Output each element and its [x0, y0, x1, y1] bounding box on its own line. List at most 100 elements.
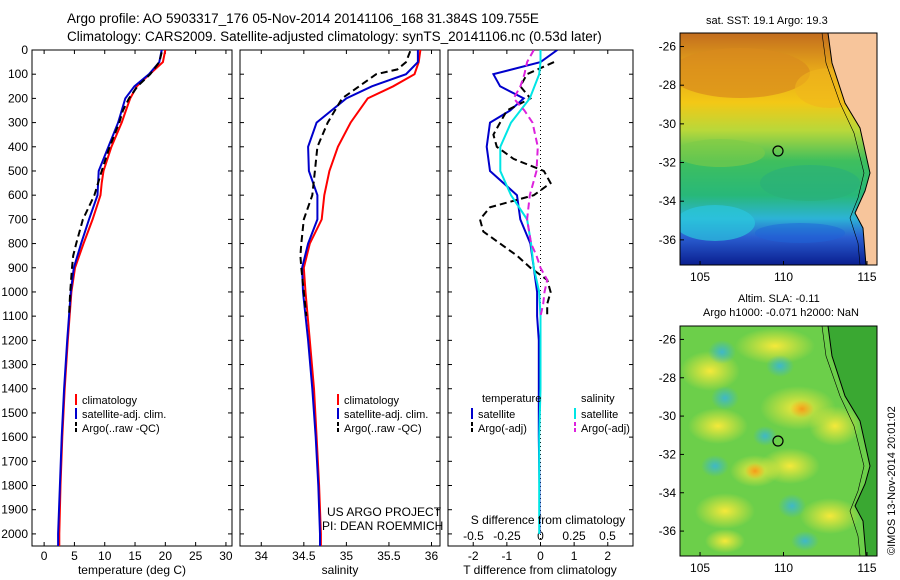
- salinity-axis-label: salinity: [322, 563, 359, 577]
- salinity-line-0: [302, 50, 422, 546]
- temperature-legend-label: climatology: [82, 395, 138, 407]
- diff-legend-label: satellite: [581, 409, 618, 421]
- imos-stamp: ©IMOS 13-Nov-2014 20:01:02: [886, 406, 898, 555]
- temperature-panel: [31, 49, 233, 547]
- temperature-tick-label: 25: [189, 549, 203, 563]
- depth-tick-label: 800: [8, 237, 28, 251]
- depth-tick-label: 1600: [1, 430, 28, 444]
- temperature-line-0: [58, 50, 167, 546]
- diff-legend-label: Argo(-adj): [581, 423, 630, 435]
- depth-tick-label: 0: [21, 43, 28, 57]
- t-diff-tick-label: -1: [502, 549, 513, 563]
- s-diff-satellite-line: [499, 50, 542, 534]
- diff-legend-label: Argo(-adj): [478, 423, 527, 435]
- depth-tick-label: 700: [8, 212, 28, 226]
- t-diff-satellite-line: [485, 50, 558, 534]
- latitude-tick-label: -30: [659, 409, 677, 423]
- depth-tick-label: 500: [8, 164, 28, 178]
- s-diff-axis-label: S difference from climatology: [471, 513, 626, 527]
- sla-map-title1: Altim. SLA: -0.11: [738, 293, 820, 305]
- salinity-line-1: [301, 50, 419, 546]
- longitude-tick-label: 105: [690, 270, 710, 284]
- s-diff-tick-label: 0.5: [599, 529, 616, 543]
- chart-title-line2: Climatology: CARS2009. Satellite-adjuste…: [67, 29, 602, 44]
- curves-layer: [57, 50, 558, 546]
- depth-tick-label: 900: [8, 261, 28, 275]
- temperature-tick-label: 0: [41, 549, 48, 563]
- depth-tick-label: 400: [8, 140, 28, 154]
- pi-credit: PI: DEAN ROEMMICH: [322, 519, 443, 533]
- depth-tick-label: 1900: [1, 503, 28, 517]
- salinity-tick-label: 34: [255, 549, 269, 563]
- legends-layer: climatology satellite-adj. clim. Argo(..ra…: [75, 393, 630, 435]
- s-diff-tick-label: 0.25: [562, 529, 586, 543]
- longitude-tick-label: 110: [774, 561, 793, 575]
- sla-map: Altim. SLA: -0.11 Argo h1000: -0.071 h20…: [659, 293, 898, 575]
- latitude-tick-label: -30: [659, 117, 677, 131]
- t-diff-tick-label: 2: [604, 549, 611, 563]
- depth-tick-label: 1100: [2, 309, 28, 323]
- latitude-tick-label: -36: [659, 233, 677, 247]
- t-diff-tick-label: 0: [537, 549, 544, 563]
- temperature-tick-label: 30: [219, 549, 233, 563]
- depth-tick-label: 1200: [1, 333, 28, 347]
- latitude-tick-label: -28: [659, 78, 677, 92]
- depth-tick-label: 2000: [1, 527, 28, 541]
- salinity-tick-label: 36: [425, 549, 439, 563]
- depth-tick-label: 1400: [1, 382, 28, 396]
- salinity-panel: [239, 49, 441, 547]
- temperature-legend-label: Argo(..raw -QC): [82, 423, 160, 435]
- sst-map-title: sat. SST: 19.1 Argo: 19.3: [706, 15, 828, 27]
- latitude-tick-label: -34: [659, 194, 677, 208]
- depth-tick-label: 1000: [1, 285, 28, 299]
- depth-tick-label: 200: [8, 91, 28, 105]
- sla-image: [680, 326, 877, 556]
- salinity-legend-label: Argo(..raw -QC): [344, 423, 422, 435]
- depth-tick-label: 1800: [1, 479, 28, 493]
- t-diff-tick-label: -2: [468, 549, 479, 563]
- salinity-line-2: [299, 50, 412, 317]
- salinity-legend-label: satellite-adj. clim.: [344, 409, 428, 421]
- diff-legend-temperature-title: temperature: [482, 393, 541, 405]
- latitude-tick-label: -28: [659, 371, 677, 385]
- temperature-tick-label: 5: [71, 549, 78, 563]
- longitude-tick-label: 105: [690, 561, 710, 575]
- depth-tick-label: 1500: [1, 406, 28, 420]
- depth-tick-label: 600: [8, 188, 28, 202]
- chart-title-line1: Argo profile: AO 5903317_176 05-Nov-2014…: [67, 11, 539, 26]
- latitude-tick-label: -32: [659, 447, 677, 461]
- diff-legend-salinity-title: salinity: [581, 393, 615, 405]
- longitude-tick-label: 115: [857, 270, 876, 284]
- temperature-legend-label: satellite-adj. clim.: [82, 409, 166, 421]
- temperature-line-1: [57, 50, 163, 546]
- salinity-tick-label: 34.5: [292, 549, 316, 563]
- project-credit: US ARGO PROJECT: [327, 505, 442, 519]
- sla-map-title2: Argo h1000: -0.071 h2000: NaN: [703, 307, 859, 319]
- s-diff-tick-label: -0.5: [463, 529, 484, 543]
- temperature-tick-label: 20: [159, 549, 173, 563]
- temperature-tick-label: 10: [98, 549, 112, 563]
- s-diff-argo-line: [512, 50, 549, 317]
- sst-map: sat. SST: 19.1 Argo: 19.3: [659, 15, 878, 284]
- salinity-legend-label: climatology: [344, 395, 400, 407]
- latitude-tick-label: -26: [659, 332, 677, 346]
- t-diff-tick-label: 1: [571, 549, 578, 563]
- temperature-tick-label: 15: [128, 549, 142, 563]
- latitude-tick-label: -36: [659, 524, 677, 538]
- t-diff-argo-line: [478, 61, 555, 317]
- s-diff-tick-label: -0.25: [493, 529, 521, 543]
- salinity-tick-label: 35.5: [377, 549, 401, 563]
- depth-tick-label: 100: [8, 67, 28, 81]
- latitude-tick-label: -32: [659, 156, 677, 170]
- s-diff-tick-label: 0: [537, 529, 544, 543]
- depth-tick-label: 1300: [1, 358, 28, 372]
- depth-tick-label: 300: [8, 116, 28, 130]
- salinity-tick-label: 35: [340, 549, 354, 563]
- sst-image: [680, 33, 877, 265]
- latitude-tick-label: -34: [659, 486, 677, 500]
- longitude-tick-label: 110: [774, 270, 793, 284]
- depth-tick-label: 1700: [1, 454, 28, 468]
- t-diff-axis-label: T difference from climatology: [463, 563, 617, 577]
- temperature-axis-label: temperature (deg C): [78, 563, 186, 577]
